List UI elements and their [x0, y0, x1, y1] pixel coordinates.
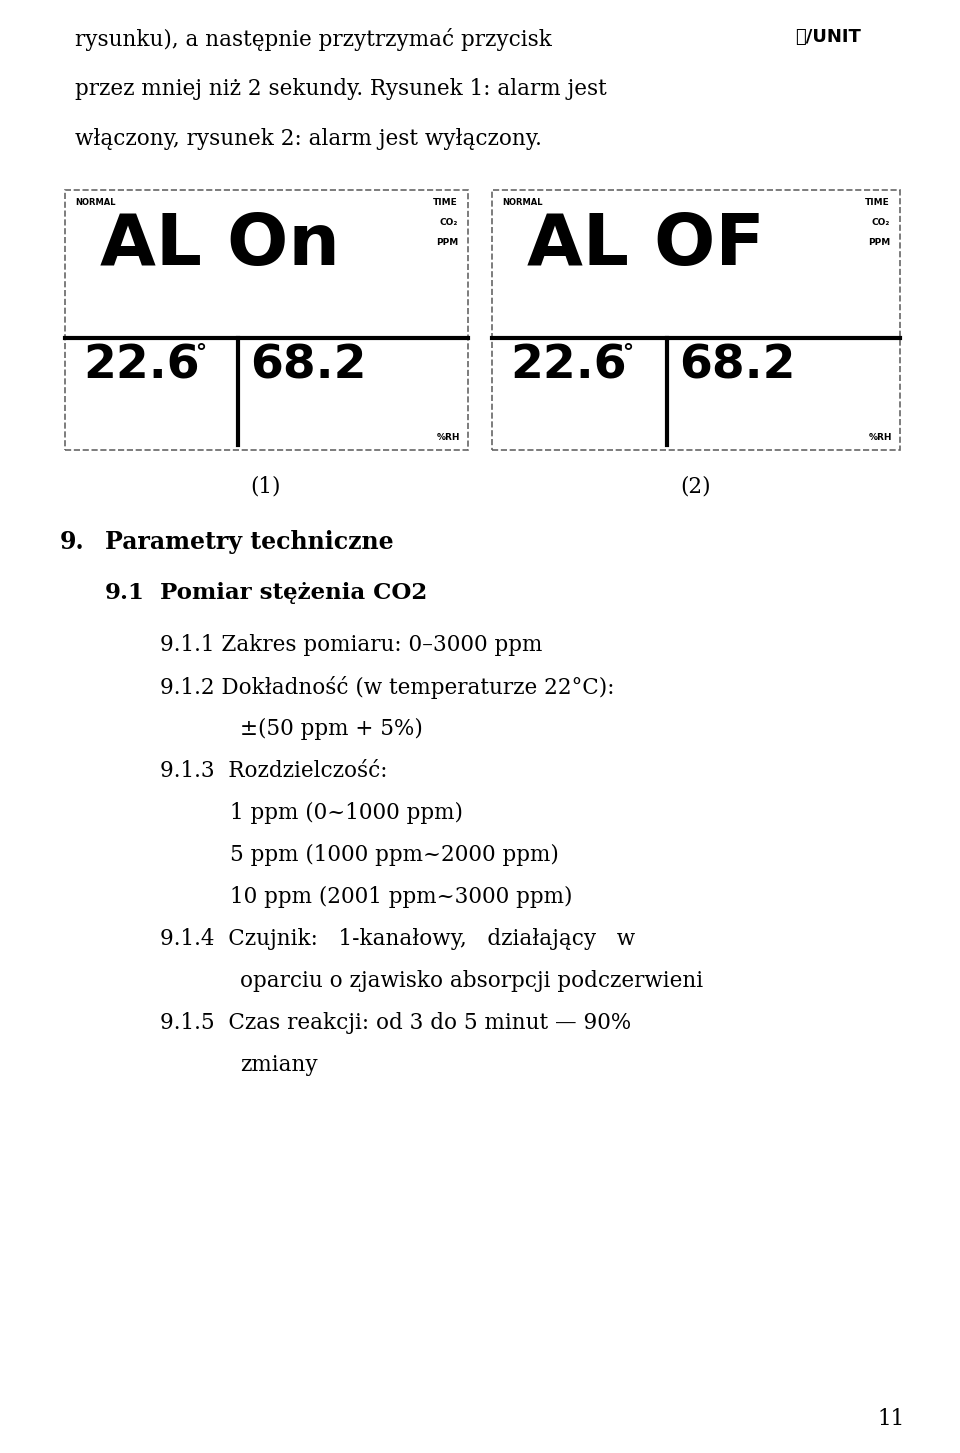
Text: TIME: TIME	[433, 198, 458, 206]
Text: 68.2: 68.2	[680, 343, 796, 388]
Text: 68.2: 68.2	[251, 343, 367, 388]
Text: 9.1.3  Rozdzielczość:: 9.1.3 Rozdzielczość:	[160, 760, 388, 782]
Text: %RH: %RH	[869, 433, 892, 442]
Text: Pomiar stężenia CO2: Pomiar stężenia CO2	[160, 583, 427, 604]
Text: (1): (1)	[251, 475, 281, 497]
Text: TIME: TIME	[865, 198, 890, 206]
Text: CO₂: CO₂	[440, 218, 458, 227]
Text: 9.1.1 Zakres pomiaru: 0–3000 ppm: 9.1.1 Zakres pomiaru: 0–3000 ppm	[160, 634, 542, 655]
Text: PPM: PPM	[436, 238, 458, 247]
Text: CO₂: CO₂	[872, 218, 890, 227]
Text: 22.6: 22.6	[83, 343, 200, 388]
Text: rysunku), a następnie przytrzymać przycisk: rysunku), a następnie przytrzymać przyci…	[75, 28, 559, 51]
Text: 1 ppm (0~1000 ppm): 1 ppm (0~1000 ppm)	[230, 802, 463, 824]
Text: 5 ppm (1000 ppm~2000 ppm): 5 ppm (1000 ppm~2000 ppm)	[230, 844, 559, 866]
Text: AL OF: AL OF	[527, 211, 765, 280]
Text: PPM: PPM	[868, 238, 890, 247]
Text: °: °	[195, 343, 206, 363]
Text: 22.6: 22.6	[510, 343, 627, 388]
Text: 9.1: 9.1	[105, 583, 145, 604]
Text: Ⓣ/UNIT: Ⓣ/UNIT	[795, 28, 861, 46]
Text: 9.1.2 Dokładność (w temperaturze 22°C):: 9.1.2 Dokładność (w temperaturze 22°C):	[160, 676, 614, 699]
Text: ±(50 ppm + 5%): ±(50 ppm + 5%)	[240, 718, 422, 740]
Bar	[492, 190, 900, 450]
Text: 9.1.4  Czujnik:   1-kanałowy,   działający   w: 9.1.4 Czujnik: 1-kanałowy, działający w	[160, 928, 636, 950]
Text: przez mniej niż 2 sekundy. Rysunek 1: alarm jest: przez mniej niż 2 sekundy. Rysunek 1: al…	[75, 78, 607, 100]
Text: 10 ppm (2001 ppm~3000 ppm): 10 ppm (2001 ppm~3000 ppm)	[230, 886, 572, 908]
Text: Parametry techniczne: Parametry techniczne	[105, 530, 394, 554]
Text: włączony, rysunek 2: alarm jest wyłączony.: włączony, rysunek 2: alarm jest wyłączon…	[75, 128, 541, 150]
Text: NORMAL: NORMAL	[502, 198, 542, 206]
Text: 9.: 9.	[60, 530, 84, 554]
Text: %RH: %RH	[437, 433, 460, 442]
Text: oparciu o zjawisko absorpcji podczerwieni: oparciu o zjawisko absorpcji podczerwien…	[240, 971, 703, 992]
Text: (2): (2)	[681, 475, 711, 497]
Text: AL On: AL On	[100, 211, 340, 280]
Text: °: °	[622, 343, 634, 363]
Text: NORMAL: NORMAL	[75, 198, 115, 206]
Text: 9.1.5  Czas reakcji: od 3 do 5 minut — 90%: 9.1.5 Czas reakcji: od 3 do 5 minut — 90…	[160, 1011, 632, 1035]
Text: 11: 11	[877, 1408, 905, 1430]
Text: zmiany: zmiany	[240, 1053, 318, 1077]
Bar	[65, 190, 468, 450]
